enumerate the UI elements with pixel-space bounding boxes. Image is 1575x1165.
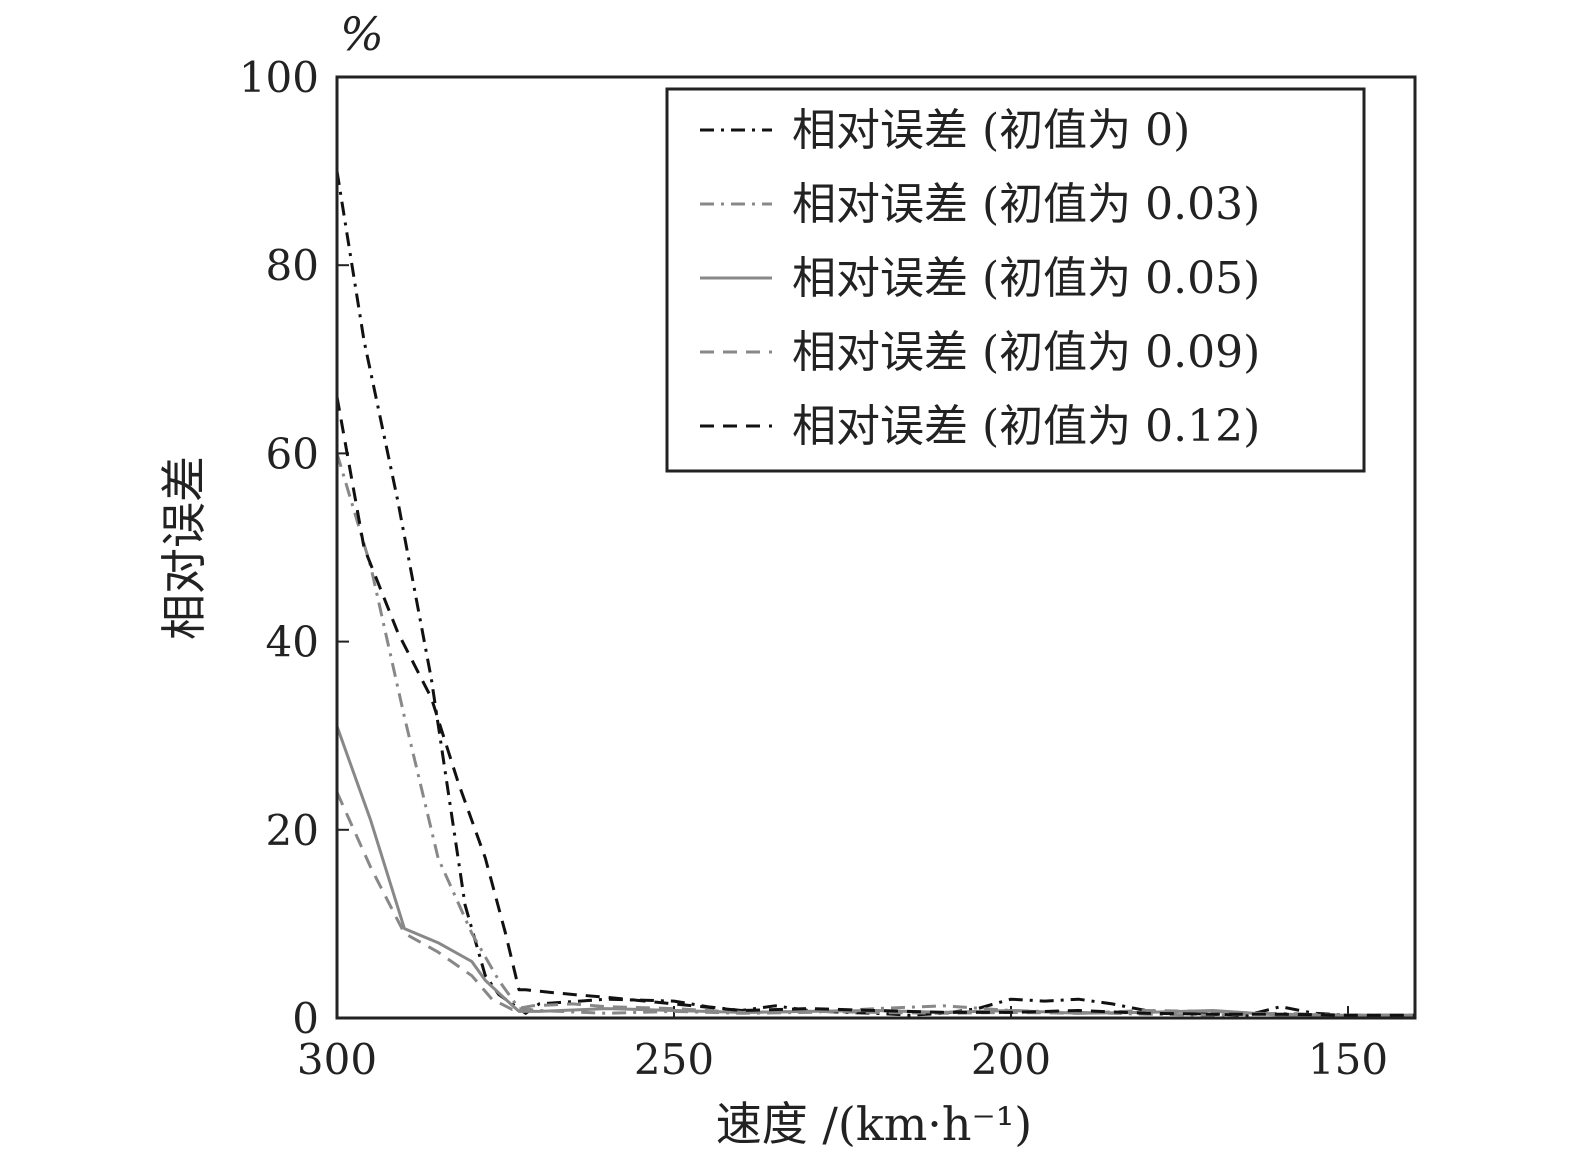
- legend-label-3: 相对误差 (初值为 0.05): [792, 253, 1260, 304]
- x-tick-label: 250: [634, 1035, 714, 1084]
- y-tick-label: 100: [239, 53, 319, 102]
- y-tick-label: 80: [266, 241, 319, 290]
- y-tick-label: 0: [292, 994, 319, 1043]
- legend-label-2: 相对误差 (初值为 0.03): [792, 179, 1260, 230]
- series-line-5: [335, 396, 1416, 1017]
- legend-label-5: 相对误差 (初值为 0.12): [792, 401, 1260, 452]
- y-axis-title: 相对误差: [157, 456, 211, 640]
- series-line-3: [335, 725, 1416, 1017]
- x-tick-label: 300: [297, 1035, 377, 1084]
- series-line-2: [335, 452, 1416, 1017]
- y-tick-label: 20: [266, 806, 319, 855]
- series-line-4: [335, 791, 1416, 1017]
- x-axis-title: 速度 /(km·h⁻¹): [716, 1097, 1032, 1151]
- y-unit: %: [340, 7, 384, 61]
- legend-box: [665, 87, 1366, 473]
- legend: 相对误差 (初值为 0) 相对误差 (初值为 0.03) 相对误差 (初值为 0.0…: [665, 87, 1366, 473]
- legend-label-1: 相对误差 (初值为 0): [792, 105, 1190, 156]
- ticks-layer: 300 250 200 150 0 20 40 60 80 100: [239, 53, 1388, 1084]
- x-tick-label: 150: [1308, 1035, 1388, 1084]
- y-tick-label: 40: [266, 618, 319, 667]
- legend-label-4: 相对误差 (初值为 0.09): [792, 327, 1260, 378]
- legend-items: 相对误差 (初值为 0) 相对误差 (初值为 0.03) 相对误差 (初值为 0.0…: [700, 105, 1260, 452]
- y-tick-label: 60: [266, 429, 319, 478]
- series-layer: [335, 170, 1416, 1017]
- plot-frame: [335, 75, 1417, 1020]
- x-tick-label: 200: [971, 1035, 1051, 1084]
